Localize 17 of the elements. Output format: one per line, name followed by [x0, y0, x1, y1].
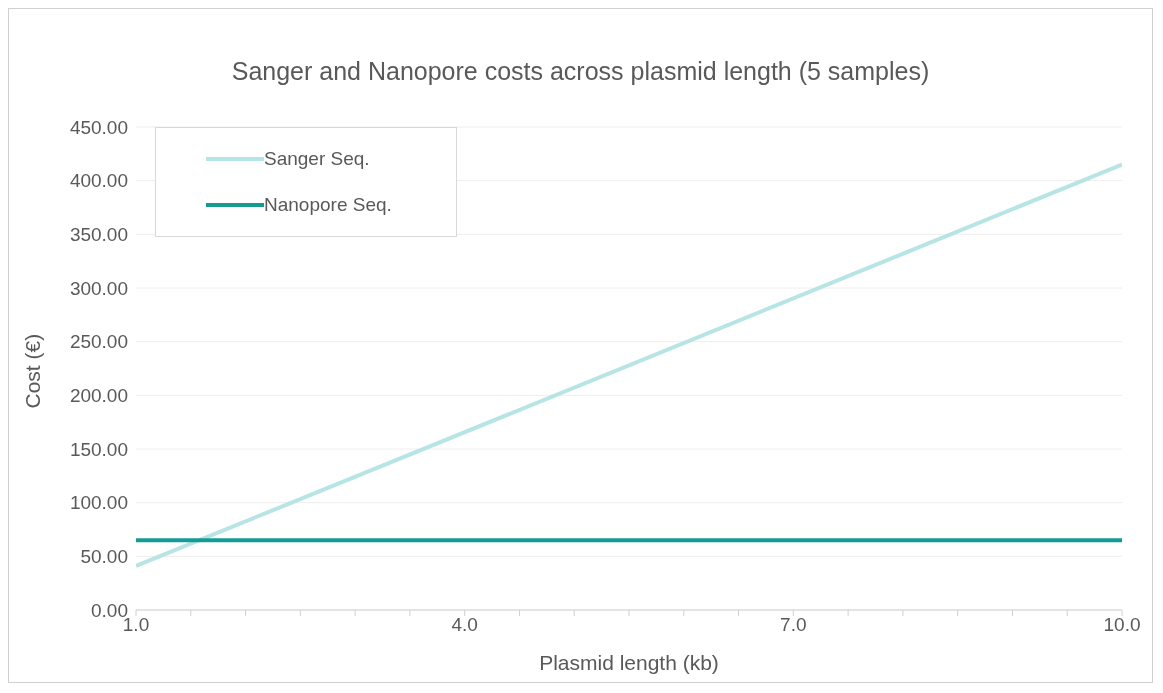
y-tick-label: 350.00 — [69, 224, 128, 246]
x-tick-label: 10.0 — [1103, 614, 1141, 636]
legend-label: Sanger Seq. — [264, 148, 370, 170]
y-tick-label: 150.00 — [69, 438, 128, 460]
x-tick-label: 4.0 — [451, 614, 478, 636]
x-tick-label: 7.0 — [780, 614, 807, 636]
y-tick-label: 100.00 — [69, 492, 128, 514]
y-tick-label: 200.00 — [69, 385, 128, 407]
y-tick-label: 300.00 — [69, 277, 128, 299]
x-axis-title: Plasmid length (kb) — [539, 651, 719, 674]
legend-label: Nanopore Seq. — [264, 194, 392, 216]
y-tick-label: 400.00 — [69, 170, 128, 192]
y-axis-title: Cost (€) — [21, 333, 45, 409]
y-tick-label: 50.00 — [80, 546, 128, 568]
y-tick-label: 450.00 — [69, 116, 128, 138]
chart-title: Sanger and Nanopore costs across plasmid length (5 samples) — [230, 57, 931, 86]
y-tick-label: 250.00 — [69, 331, 128, 353]
